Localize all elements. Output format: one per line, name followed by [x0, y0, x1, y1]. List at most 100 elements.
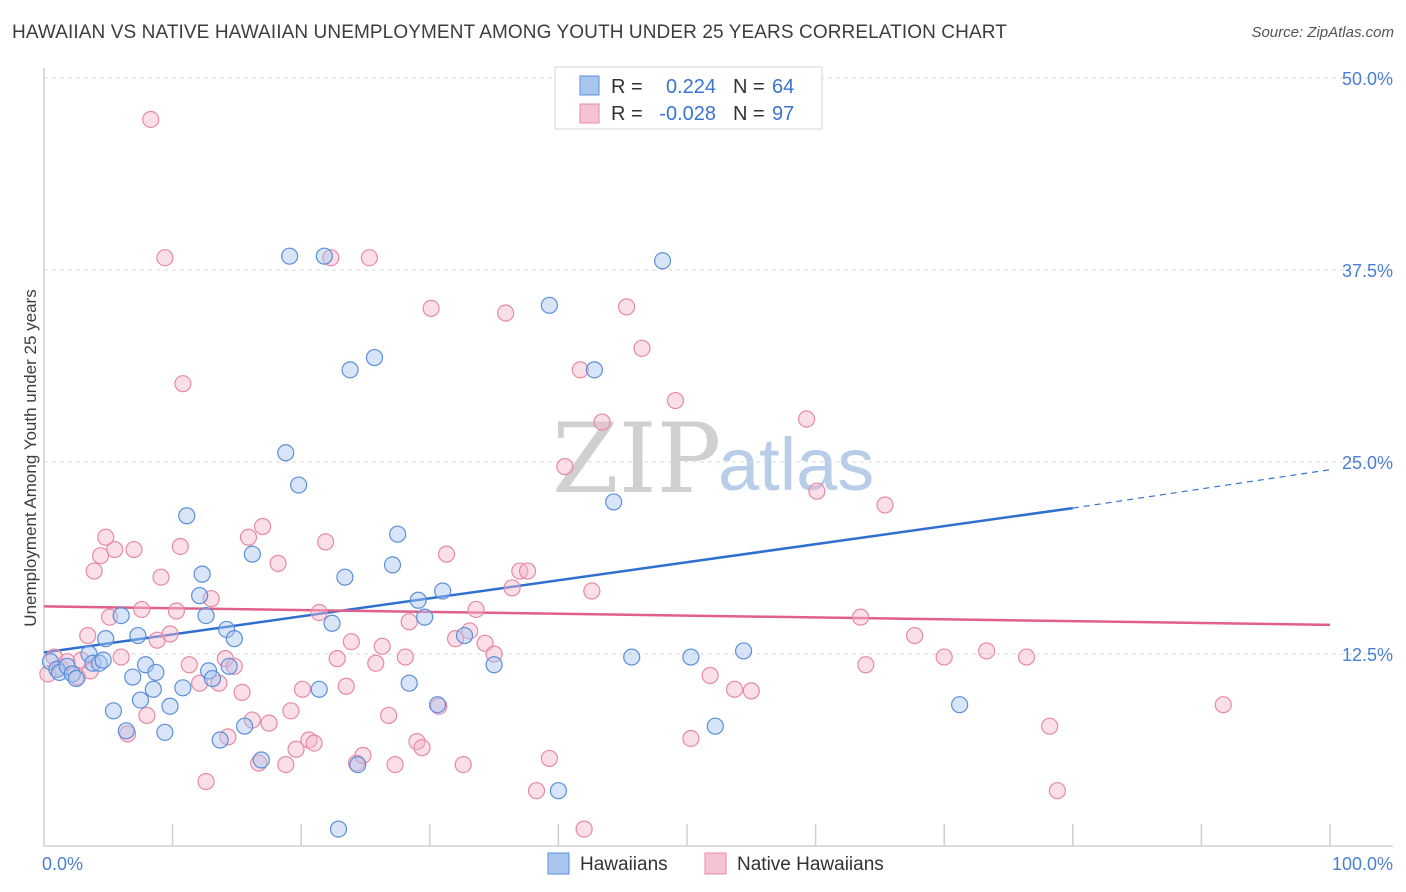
native-hawaiian-point — [180, 656, 198, 674]
legend-r-label-1: R = — [611, 76, 643, 98]
native-hawaiian-point — [167, 602, 186, 620]
hawaiian-point — [434, 582, 452, 600]
native-hawaiian-point — [138, 706, 156, 725]
native-hawaiian-point — [461, 622, 479, 640]
legend-r-label-2: R = — [611, 103, 643, 125]
hawaiian-point — [124, 668, 142, 686]
hawaiian-point — [193, 565, 211, 583]
native-hawaiian-point — [250, 754, 268, 772]
hawaiian-point — [400, 674, 418, 692]
hawaiian-point — [94, 651, 112, 669]
native-hawaiian-point — [293, 680, 312, 698]
hawaiians-trend-line — [43, 506, 1073, 654]
watermark-zip: ZIP — [552, 403, 721, 515]
native-hawaiian-point — [142, 110, 160, 129]
native-hawaiian-point — [467, 600, 485, 619]
native-hawaiian-point — [454, 755, 472, 774]
trend-lines — [43, 469, 1331, 654]
hawaiian-point — [549, 782, 568, 800]
native-hawaiian-point — [305, 734, 323, 752]
native-hawaiian-point — [91, 547, 110, 565]
hawaiian-point — [540, 296, 558, 314]
native-hawaiian-point — [682, 729, 700, 748]
native-hawaiian-point — [310, 603, 328, 622]
native-hawaiian-point — [156, 249, 174, 267]
native-hawaiians-trend-line — [43, 605, 1331, 627]
hawaiian-point — [67, 669, 85, 688]
native-hawaiian-point — [233, 683, 251, 702]
native-hawaiian-point — [852, 608, 870, 626]
hawaiian-point — [605, 493, 623, 511]
native-hawaiian-point — [79, 626, 97, 645]
hawaiian-point — [310, 680, 328, 698]
bottom-legend-swatch-native-hawaiians — [704, 852, 727, 875]
native-hawaiian-point — [254, 517, 272, 536]
native-hawaiian-point — [633, 339, 651, 357]
native-hawaiian-point — [556, 458, 574, 476]
native-hawaiian-point — [106, 540, 124, 559]
hawaiian-point — [706, 717, 724, 735]
native-hawaiian-point — [354, 746, 372, 764]
native-hawaiian-point — [225, 657, 243, 675]
native-hawaiian-point — [935, 648, 953, 666]
hawaiian-point — [623, 648, 641, 666]
hawaiian-point — [734, 642, 753, 660]
hawaiian-point — [315, 247, 333, 265]
bottom-legend-native-hawaiians: Native Hawaiians — [737, 854, 884, 875]
hawaiian-point — [117, 722, 135, 740]
hawaiian-point — [225, 630, 243, 648]
hawaiian-point — [485, 656, 503, 674]
hawaiian-point — [97, 630, 115, 648]
hawaiian-point — [277, 444, 295, 462]
native-hawaiian-point — [497, 304, 515, 322]
native-hawaiian-point — [386, 755, 404, 774]
hawaiian-point — [112, 606, 130, 625]
legend-r-value-1: 0.224 — [666, 76, 716, 98]
hawaiian-point — [365, 348, 384, 367]
hawaiian-point — [178, 507, 196, 525]
hawaiian-point — [329, 820, 348, 838]
native-hawaiian-point — [725, 680, 744, 698]
y-tick-label: 37.5% — [1342, 261, 1393, 281]
native-hawaiian-point — [85, 562, 103, 580]
hawaiian-point — [389, 525, 407, 543]
native-hawaiian-point — [171, 537, 189, 556]
native-hawaiian-point — [300, 731, 318, 749]
native-hawaiian-point — [322, 249, 340, 267]
source-label: Source: ZipAtlas.com — [1251, 24, 1394, 41]
native-hawaiian-point — [666, 391, 685, 410]
hawaiian-point — [211, 731, 229, 749]
native-hawaiian-point — [197, 772, 215, 791]
native-hawaiian-point — [380, 706, 398, 725]
native-hawaiian-point — [373, 637, 391, 655]
hawaiian-point — [203, 669, 222, 688]
native-hawaiian-point — [701, 666, 719, 685]
hawaiian-point — [416, 608, 434, 626]
native-hawaiian-point — [446, 630, 465, 648]
native-hawaiian-point — [1214, 696, 1232, 714]
native-hawaiian-point — [112, 648, 130, 666]
native-hawaiian-point — [269, 554, 287, 572]
hawaiian-point — [383, 556, 402, 574]
bottom-legend-swatch-hawaiians — [547, 852, 570, 875]
x-tick-label: 0.0% — [42, 854, 83, 874]
native-hawaiian-point — [260, 714, 278, 732]
gridlines — [44, 77, 1393, 655]
native-hawaiian-point — [328, 650, 346, 668]
y-tick-label: 12.5% — [1342, 645, 1393, 665]
native-hawaiian-point — [575, 820, 593, 838]
hawaiian-point — [336, 568, 354, 586]
hawaiian-point — [323, 614, 341, 632]
native-hawaiian-point — [593, 413, 611, 431]
hawaiian-point — [131, 691, 150, 709]
native-hawaiian-point — [906, 626, 924, 645]
legend-swatch-hawaiians — [579, 75, 600, 96]
hawaiian-point — [290, 476, 308, 494]
native-hawaiian-point — [97, 528, 115, 546]
native-hawaiian-point — [400, 613, 418, 631]
series-legend: Hawaiians Native Hawaiians — [547, 852, 884, 875]
y-axis-label: Unemployment Among Youth under 25 years — [21, 289, 40, 626]
legend-n-label-2: N = — [733, 103, 765, 125]
x-tick-label: 100.0% — [1332, 854, 1393, 874]
